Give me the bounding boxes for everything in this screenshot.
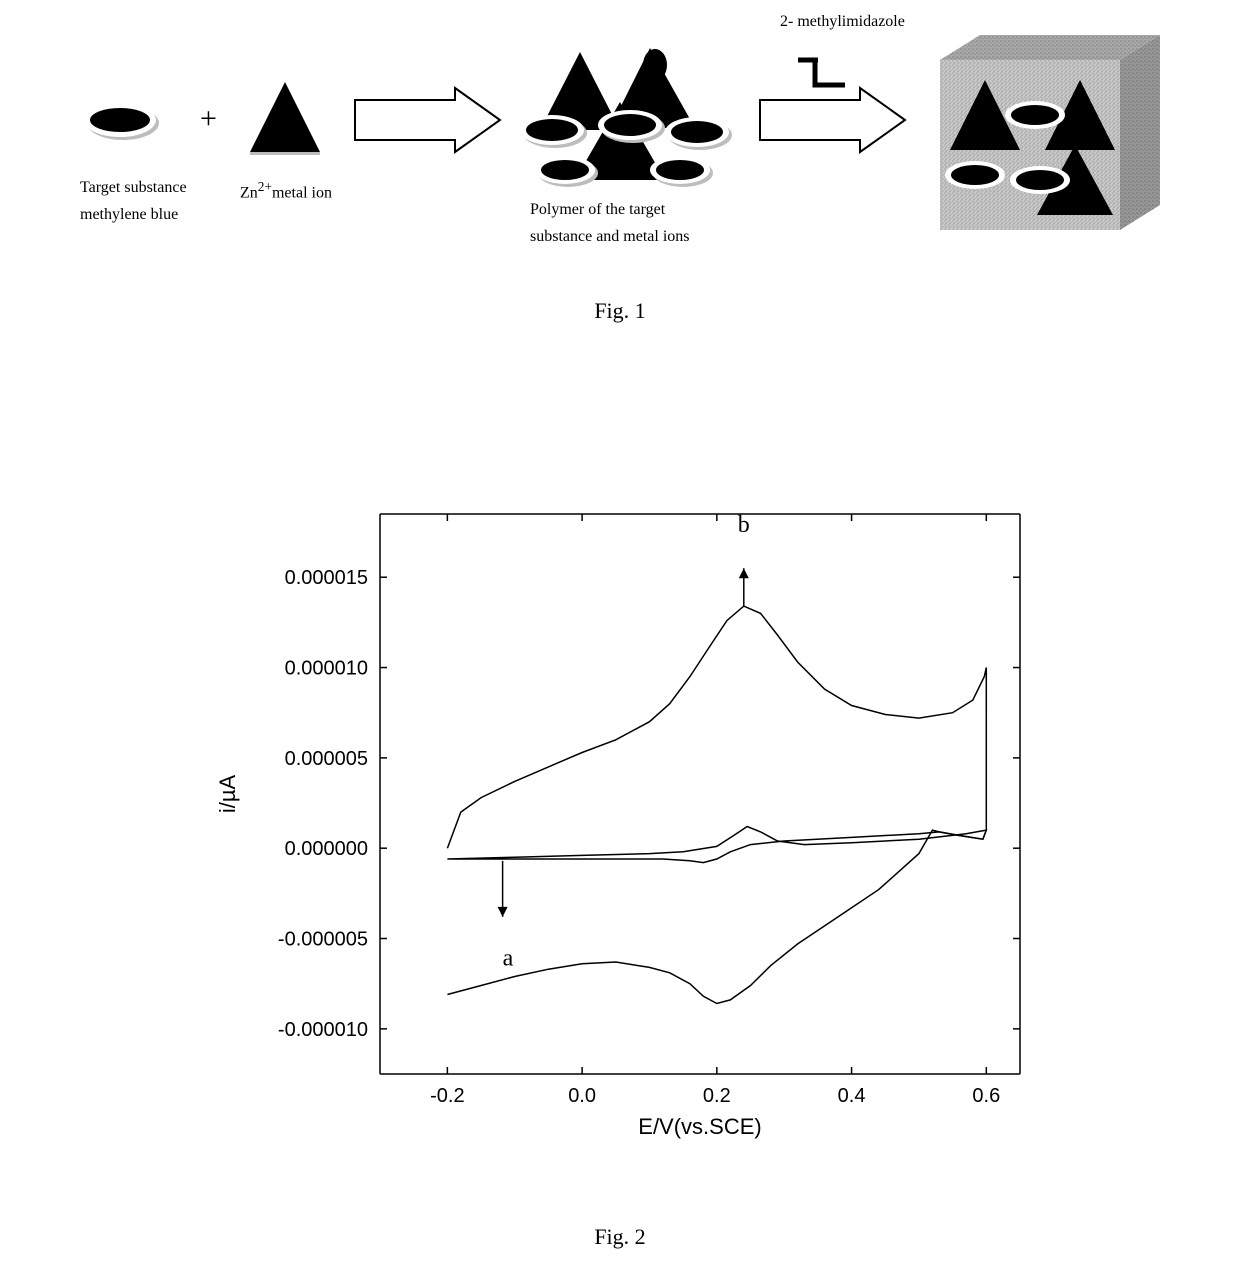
- methylimidazole-icon: [798, 60, 845, 85]
- svg-text:E/V(vs.SCE): E/V(vs.SCE): [638, 1114, 761, 1139]
- svg-text:i/µA: i/µA: [215, 775, 240, 814]
- arrow-1: [355, 88, 500, 152]
- svg-text:-0.000010: -0.000010: [278, 1019, 368, 1041]
- zn-ion-shape: [250, 82, 320, 155]
- figure-1-caption: Fig. 1: [0, 298, 1240, 324]
- figure-2-wrap: -0.2 0.0 0.2 0.4 0.6 -0.000010 -0.000005 0.0000…: [0, 364, 1240, 1250]
- svg-text:-0.000005: -0.000005: [278, 929, 368, 951]
- figure-2-caption: Fig. 2: [0, 1224, 1240, 1250]
- label-zn-post: metal ion: [272, 184, 332, 201]
- label-target-substance: Target substance methylene blue: [80, 178, 187, 226]
- svg-text:0.000010: 0.000010: [285, 658, 368, 680]
- figure-1: +: [0, 0, 1240, 290]
- svg-text:0.4: 0.4: [838, 1085, 866, 1107]
- label-polymer: Polymer of the target substance and meta…: [530, 200, 690, 248]
- svg-text:0.000005: 0.000005: [285, 748, 368, 770]
- target-substance-shape: [84, 103, 159, 140]
- chart-svg: -0.2 0.0 0.2 0.4 0.6 -0.000010 -0.000005 0.0000…: [190, 484, 1050, 1144]
- svg-text:0.2: 0.2: [703, 1085, 731, 1107]
- label-target-line1: Target substance: [80, 178, 187, 199]
- label-zn-pre: Zn: [240, 184, 258, 201]
- page: +: [0, 0, 1240, 1250]
- figure-2: -0.2 0.0 0.2 0.4 0.6 -0.000010 -0.000005 0.0000…: [190, 484, 1050, 1144]
- svg-text:0.6: 0.6: [972, 1085, 1000, 1107]
- polymer-cluster: [520, 48, 732, 187]
- svg-text:a: a: [503, 946, 514, 972]
- label-target-line2: methylene blue: [80, 205, 187, 226]
- svg-text:0.0: 0.0: [568, 1085, 596, 1107]
- plus-sign: +: [200, 102, 217, 135]
- svg-text:-0.2: -0.2: [430, 1085, 464, 1107]
- arrow-2: [760, 88, 905, 152]
- label-polymer-line2: substance and metal ions: [530, 227, 690, 248]
- label-polymer-line1: Polymer of the target: [530, 200, 690, 221]
- svg-text:0.000015: 0.000015: [285, 567, 368, 589]
- label-zn-sup: 2+: [258, 179, 272, 194]
- svg-text:b: b: [738, 512, 750, 538]
- svg-text:0.000000: 0.000000: [285, 838, 368, 860]
- label-zn-ion: Zn2+metal ion: [240, 178, 332, 204]
- product-cube: [940, 35, 1160, 230]
- label-methylimidazole: 2- methylimidazole: [780, 12, 905, 33]
